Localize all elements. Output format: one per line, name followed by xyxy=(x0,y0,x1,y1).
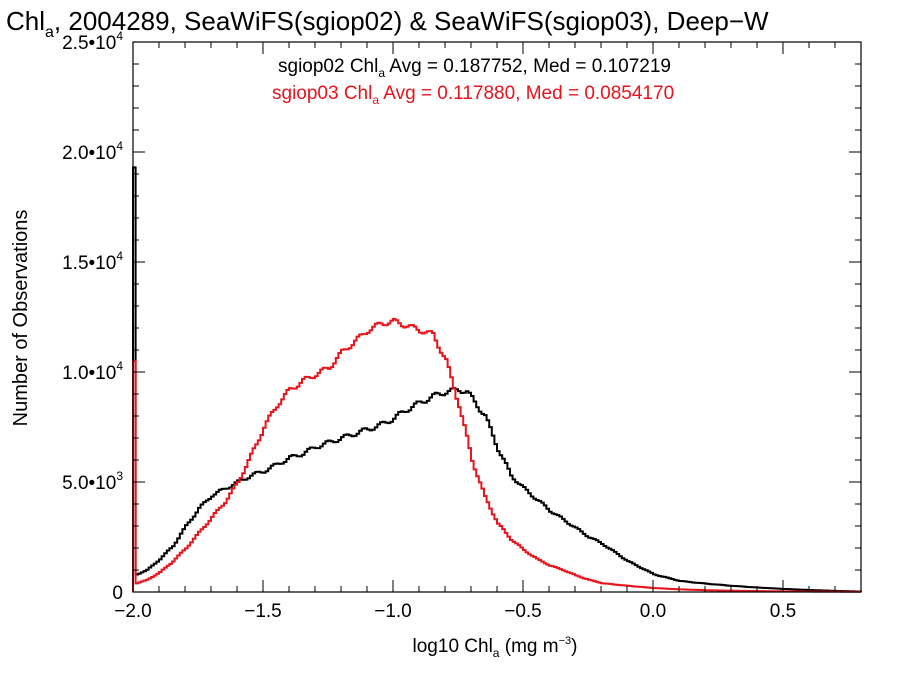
y-tick-label: 2.5•104 xyxy=(62,29,123,54)
axes xyxy=(132,41,862,593)
x-axis-label: log10 Chla (mg m−3) xyxy=(413,635,578,660)
x-tick-label: −2.0 xyxy=(114,601,152,622)
series-line-sgiop02 xyxy=(132,166,862,593)
chart-title-rest: , 2004289, SeaWiFS(sgiop02) & SeaWiFS(sg… xyxy=(54,6,769,36)
legend-entry-sgiop03: sgiop03 Chla Avg = 0.117880, Med = 0.085… xyxy=(272,83,674,107)
series-line-sgiop03 xyxy=(132,317,862,593)
legend-entry-sgiop02-post: Avg = 0.187752, Med = 0.107219 xyxy=(385,56,671,77)
y-tick-label: 2.0•104 xyxy=(62,139,123,164)
chart-title: Chla, 2004289, SeaWiFS(sgiop02) & SeaWiF… xyxy=(6,6,769,41)
x-tick-label: 0.0 xyxy=(640,601,666,622)
x-tick-label: −1.0 xyxy=(374,601,412,622)
y-tick-label-mantissa: 0 xyxy=(112,583,123,604)
x-axis-label-mid: (mg m xyxy=(499,636,558,657)
y-tick-label-exponent: 4 xyxy=(116,139,123,153)
tick-marks xyxy=(132,41,862,593)
x-axis-label-sub: a xyxy=(493,646,500,660)
y-tick-label: 0 xyxy=(112,583,123,604)
y-tick-label-exponent: 3 xyxy=(116,469,123,483)
chart-title-sub: a xyxy=(45,24,54,41)
plot-frame xyxy=(132,41,862,593)
y-tick-label: 1.5•104 xyxy=(62,249,123,274)
y-axis-label: Number of Observations xyxy=(10,210,32,427)
y-tick-label-exponent: 4 xyxy=(116,359,123,373)
legend-entry-sgiop03-post: Avg = 0.117880, Med = 0.0854170 xyxy=(379,83,674,104)
y-tick-label: 1.0•104 xyxy=(62,359,123,384)
y-tick-label-mantissa: 1.0•10 xyxy=(62,363,116,384)
y-tick-label-mantissa: 1.5•10 xyxy=(62,253,116,274)
y-tick-label-mantissa: 5.0•10 xyxy=(62,473,116,494)
legend-entry-sgiop03-sub: a xyxy=(372,93,379,107)
x-tick-labels: −2.0 −1.5 −1.0 −0.5 0.0 0.5 xyxy=(114,601,796,622)
x-tick-label: −1.5 xyxy=(244,601,282,622)
x-axis-label-post: ) xyxy=(571,636,577,657)
x-axis-label-pre: log10 Chl xyxy=(413,636,493,657)
plot-data xyxy=(132,166,862,593)
x-axis-label-sup: −3 xyxy=(559,635,572,647)
y-tick-label-exponent: 4 xyxy=(116,249,123,263)
legend: sgiop02 Chla Avg = 0.187752, Med = 0.107… xyxy=(272,56,674,107)
y-tick-label-mantissa: 2.5•10 xyxy=(62,33,116,54)
x-tick-label: −0.5 xyxy=(504,601,542,622)
legend-entry-sgiop02-sub: a xyxy=(378,66,385,80)
legend-entry-sgiop02: sgiop02 Chla Avg = 0.187752, Med = 0.107… xyxy=(278,56,671,80)
legend-entry-sgiop03-pre: sgiop03 Chl xyxy=(272,83,372,104)
legend-entry-sgiop02-pre: sgiop02 Chl xyxy=(278,56,378,77)
y-tick-label-mantissa: 2.0•10 xyxy=(62,143,116,164)
x-tick-label: 0.5 xyxy=(770,601,796,622)
y-tick-label: 5.0•103 xyxy=(62,469,123,494)
chart-title-main: Chl xyxy=(6,6,45,36)
y-tick-label-exponent: 4 xyxy=(116,29,123,43)
